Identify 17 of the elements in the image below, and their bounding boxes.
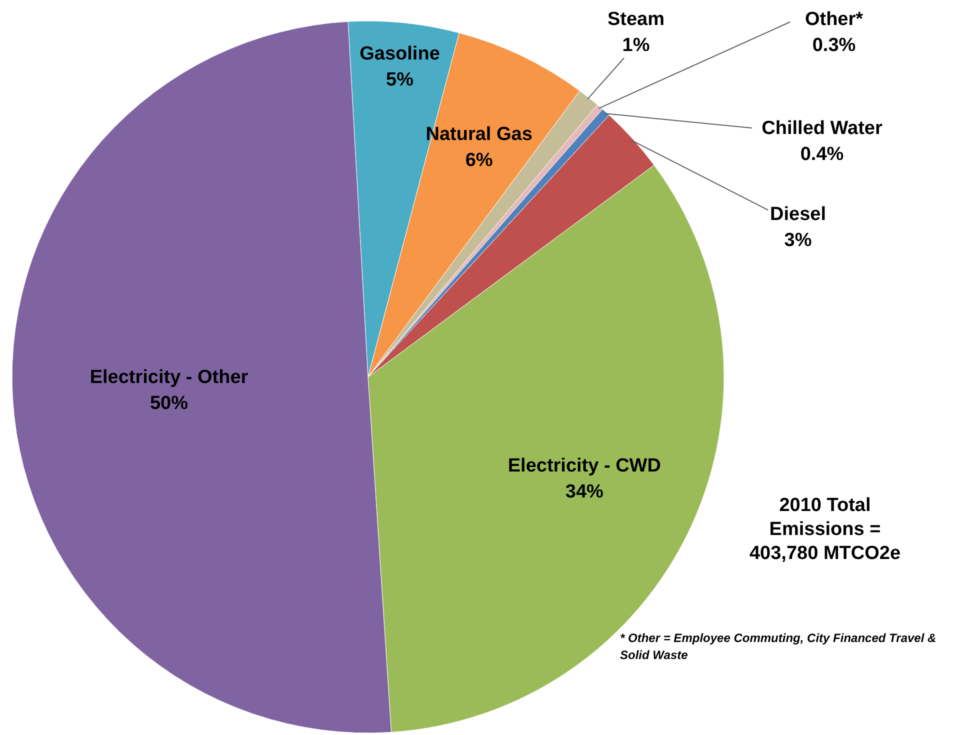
data-label: 5% — [386, 69, 414, 90]
slice-label: Electricity - CWD — [508, 455, 661, 476]
text: 2010 Total Emissions = 403,780 MTCO2e — [749, 495, 901, 564]
text: * Other = Employee Commuting, City Financed Travel & Solid Waste — [620, 631, 936, 662]
slice-label: Other* — [804, 9, 864, 30]
slice-label: Electricity - Other — [90, 367, 249, 388]
data-label: 50% — [150, 393, 188, 414]
data-label: 1% — [622, 35, 650, 56]
slice-label: Gasoline — [360, 43, 440, 64]
data-label: 6% — [465, 150, 493, 171]
data-label: 34% — [565, 481, 604, 502]
slice-label: Chilled Water — [762, 118, 883, 139]
slice-label: Steam — [607, 9, 665, 30]
data-label: 3% — [784, 230, 812, 251]
data-label: 0.3% — [812, 35, 856, 56]
slice-label: Diesel — [770, 204, 826, 225]
data-label: 0.4% — [800, 144, 844, 165]
